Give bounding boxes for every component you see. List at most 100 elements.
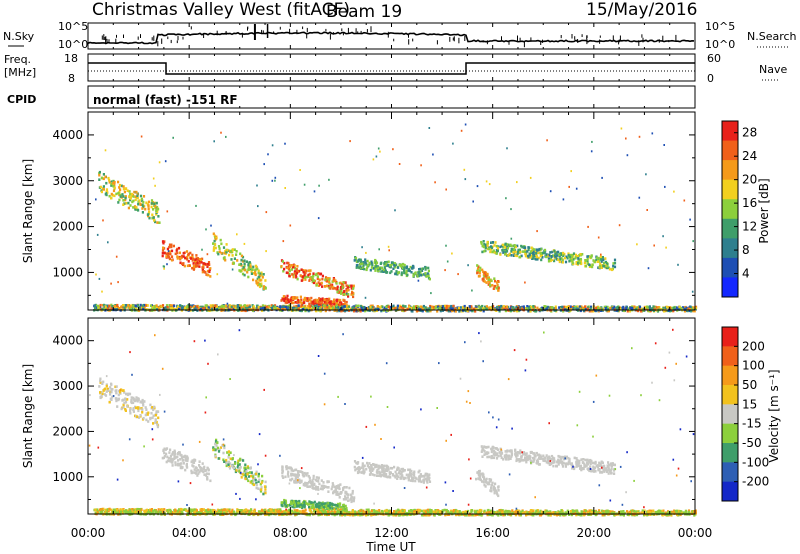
echo-cell <box>224 249 227 253</box>
echo-cell <box>286 294 289 298</box>
echo-cell <box>137 407 140 410</box>
echo-cell <box>527 246 530 249</box>
echo-cell <box>653 244 655 247</box>
echo-cell <box>292 307 295 310</box>
echo-cell <box>306 472 309 475</box>
echo-cell <box>519 306 522 309</box>
echo-cell <box>610 462 613 465</box>
echo-cell <box>450 307 453 311</box>
echo-cell <box>565 462 568 465</box>
echo-cell <box>539 248 542 251</box>
echo-cell <box>510 237 513 240</box>
echo-cell <box>166 455 169 459</box>
echo-cell <box>304 278 307 281</box>
echo-cell <box>383 262 386 265</box>
echo-cell <box>497 306 500 309</box>
echo-cell <box>271 179 274 182</box>
echo-cell <box>311 506 314 510</box>
echo-cell <box>483 280 486 283</box>
echo-cell <box>575 462 578 465</box>
echo-cell <box>375 265 378 268</box>
echo-cell <box>576 305 579 308</box>
echo-cell <box>354 306 358 309</box>
echo-cell <box>316 307 319 311</box>
echo-cell <box>377 308 380 311</box>
echo-cell <box>458 310 461 313</box>
echo-cell <box>105 181 108 185</box>
echo-cell <box>305 482 308 485</box>
echo-cell <box>409 468 412 472</box>
echo-cell <box>129 196 132 199</box>
echo-cell <box>346 496 349 499</box>
echo-cell <box>290 474 293 477</box>
echo-cell <box>217 450 221 453</box>
echo-cell <box>383 306 386 310</box>
echo-cell <box>585 464 588 467</box>
echo-cell <box>340 491 343 494</box>
echo-cell <box>584 308 587 311</box>
echo-cell <box>149 304 153 307</box>
echo-cell <box>691 307 694 311</box>
echo-cell <box>105 383 108 386</box>
echo-cell <box>509 457 512 460</box>
echo-cell <box>120 305 123 309</box>
echo-cell <box>296 500 299 504</box>
echo-cell <box>564 455 567 459</box>
echo-cell <box>325 302 328 305</box>
echo-cell <box>398 306 401 310</box>
echo-cell <box>688 309 691 312</box>
echo-cell <box>489 284 492 287</box>
echo-cell <box>179 453 182 457</box>
echo-cell <box>312 477 315 480</box>
echo-cell <box>514 254 517 257</box>
echo-cell <box>104 149 107 152</box>
echo-cell <box>396 304 399 308</box>
echo-cell <box>338 487 341 491</box>
echo-cell <box>284 305 287 309</box>
echo-cell <box>337 306 340 309</box>
echo-cell <box>548 463 551 466</box>
echo-cell <box>189 251 192 255</box>
echo-cell <box>324 307 327 310</box>
echo-cell <box>212 246 216 249</box>
echo-cell <box>182 252 185 255</box>
echo-cell <box>119 392 122 395</box>
echo-cell <box>300 479 303 483</box>
echo-cell <box>565 255 568 259</box>
echo-cell <box>243 262 246 265</box>
echo-cell <box>574 253 577 257</box>
echo-cell <box>265 305 268 309</box>
echo-cell <box>604 257 607 260</box>
echo-cell <box>321 502 324 506</box>
echo-cell <box>100 307 103 311</box>
echo-cell <box>224 258 227 262</box>
echo-cell <box>285 301 288 304</box>
echo-cell <box>534 310 537 313</box>
echo-cell <box>214 454 217 458</box>
echo-cell <box>94 306 97 310</box>
echo-cell <box>295 276 298 279</box>
echo-cell <box>374 267 377 271</box>
echo-cell <box>372 467 375 471</box>
echo-cell <box>480 242 483 245</box>
echo-cell <box>426 272 429 275</box>
echo-cell <box>162 246 165 250</box>
echo-cell <box>255 470 258 474</box>
echo-cell <box>124 195 127 198</box>
echo-cell <box>320 306 323 309</box>
echo-cell <box>377 266 380 270</box>
echo-cell <box>231 268 234 271</box>
echo-cell <box>127 306 130 309</box>
echo-cell <box>317 479 320 483</box>
echo-cell <box>384 473 387 476</box>
echo-cell <box>296 502 299 506</box>
echo-cell <box>261 479 264 483</box>
echo-cell <box>392 304 395 308</box>
echo-cell <box>599 262 602 266</box>
echo-cell <box>566 256 569 260</box>
echo-cell <box>157 410 160 413</box>
echo-cell <box>173 457 176 460</box>
echo-cell <box>600 266 603 269</box>
echo-cell <box>325 504 328 508</box>
y-tick-label: 4000 <box>52 128 83 142</box>
